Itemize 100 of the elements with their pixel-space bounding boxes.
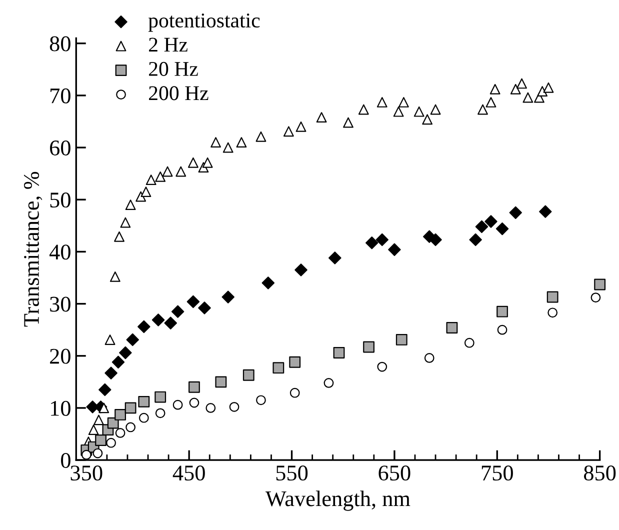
point [316, 112, 327, 123]
y-tick-label: 70 [50, 88, 70, 104]
point [343, 117, 354, 128]
point [189, 398, 200, 408]
point [98, 402, 110, 414]
point [484, 215, 498, 228]
point [188, 157, 198, 168]
point [396, 334, 408, 346]
point [393, 106, 404, 117]
point [590, 292, 601, 302]
point [114, 231, 124, 242]
point [206, 403, 216, 413]
point [120, 217, 131, 228]
point [104, 366, 118, 380]
point [107, 417, 119, 429]
point [422, 114, 433, 125]
point [186, 295, 200, 308]
point [509, 206, 522, 220]
y-tick-label: 80 [50, 36, 70, 52]
x-tick-label: 750 [482, 466, 513, 481]
point [138, 320, 150, 334]
point [358, 104, 369, 115]
point [162, 166, 173, 177]
point [424, 353, 434, 363]
point [152, 314, 165, 326]
x-tick-label: 350 [70, 466, 102, 481]
legend-label: 200 Hz [149, 86, 208, 100]
point [188, 381, 200, 393]
x-axis-title: Wavelength, nm [265, 490, 410, 511]
y-tick-label: 40 [49, 244, 70, 260]
point [446, 322, 458, 334]
point [92, 448, 103, 458]
point [289, 356, 301, 368]
legend-label: 2 Hz [149, 38, 188, 52]
point [376, 233, 388, 246]
point [155, 408, 166, 418]
point [81, 450, 92, 460]
point [539, 205, 552, 218]
point [98, 383, 112, 396]
point [377, 362, 388, 372]
point [229, 402, 240, 412]
y-tick-label: 50 [50, 192, 70, 208]
y-tick-label: 30 [50, 296, 70, 312]
point [138, 412, 149, 423]
point [215, 376, 227, 388]
point [510, 84, 521, 94]
point [398, 97, 409, 108]
point [126, 422, 136, 432]
point [119, 346, 132, 360]
point [594, 278, 606, 290]
x-tick-label: 650 [378, 466, 410, 481]
point [140, 186, 152, 198]
point [294, 264, 308, 276]
x-tick-label: 550 [276, 466, 308, 481]
point [124, 402, 136, 414]
point [548, 308, 558, 318]
point [496, 306, 508, 318]
x-tick-label: 850 [584, 466, 616, 481]
point [125, 200, 136, 210]
point [115, 428, 126, 438]
y-axis-title: Transmittance, % [24, 172, 42, 327]
point [256, 131, 266, 142]
point [104, 334, 116, 345]
point [236, 137, 247, 148]
point [464, 338, 474, 348]
point [469, 233, 482, 246]
legend-label: potentiostatic [148, 14, 260, 32]
point [114, 409, 126, 420]
point [333, 347, 345, 358]
point [388, 243, 401, 256]
point [414, 106, 424, 117]
point [171, 305, 184, 318]
point [222, 142, 234, 153]
point [242, 369, 254, 381]
point [478, 104, 488, 115]
point [262, 276, 275, 290]
y-tick-label: 0 [61, 452, 70, 468]
point [154, 391, 166, 403]
legend-label: 20 Hz [149, 62, 198, 76]
point [522, 92, 534, 103]
point [328, 252, 342, 264]
point [272, 362, 284, 374]
point [138, 396, 150, 408]
point [429, 233, 442, 246]
point [106, 438, 116, 448]
point [202, 157, 213, 168]
point [112, 356, 125, 368]
point [365, 236, 378, 250]
point [376, 97, 388, 108]
point [164, 316, 177, 330]
point [516, 78, 527, 89]
point [94, 414, 104, 426]
point [172, 400, 183, 410]
point [198, 302, 211, 314]
x-tick-label: 450 [172, 466, 205, 481]
point [363, 341, 374, 353]
point [430, 104, 441, 115]
point [210, 137, 221, 148]
y-tick-label: 10 [51, 400, 70, 416]
y-tick-label: 60 [50, 140, 70, 156]
